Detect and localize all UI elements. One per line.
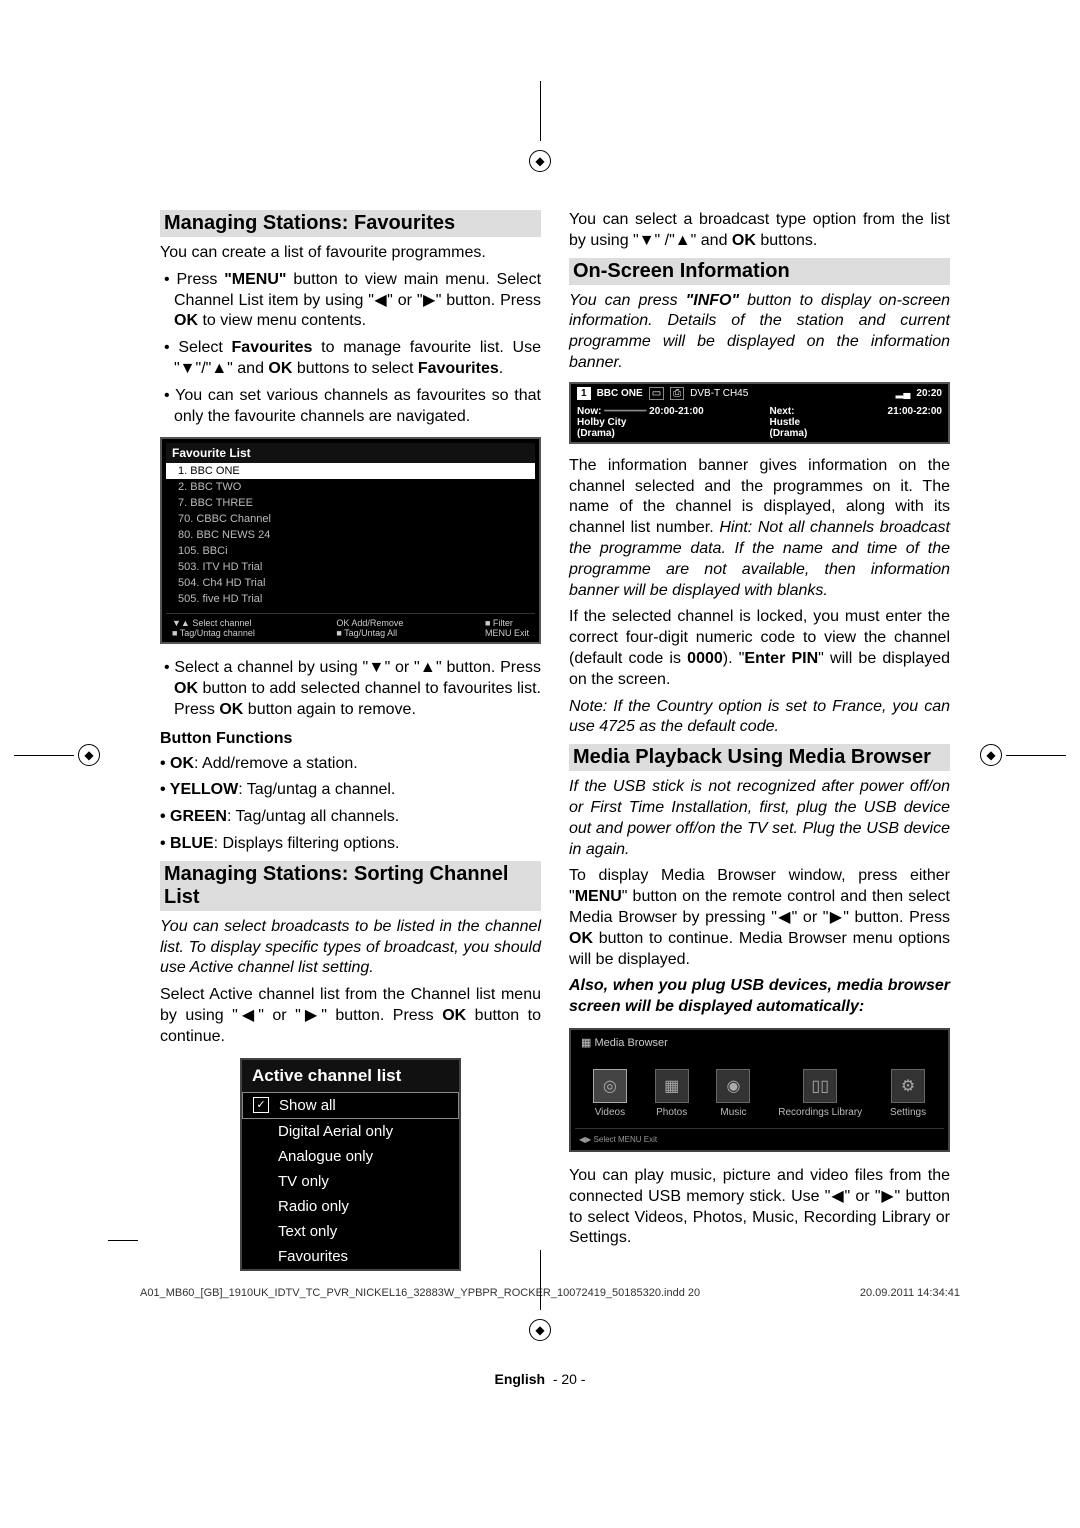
list-item: 1. BBC ONE (166, 463, 535, 479)
text: • OK: Add/remove a station. (160, 754, 541, 775)
page-content: Managing Stations: Favourites You can cr… (0, 0, 1080, 1351)
text: You can select a broadcast type option f… (569, 210, 950, 252)
fig-title: ▦ Media Browser (575, 1034, 944, 1051)
list-item: Analogue only (242, 1144, 459, 1169)
list-item: 7. BBC THREE (166, 495, 535, 511)
bullet: Press "MENU" button to view main menu. S… (160, 270, 541, 332)
media-item: ◉Music (716, 1069, 750, 1118)
text: • YELLOW: Tag/untag a channel. (160, 780, 541, 801)
list-item: 105. BBCi (166, 543, 535, 559)
text: You can select broadcasts to be listed i… (160, 917, 541, 979)
text: If the selected channel is locked, you m… (569, 607, 950, 690)
photo-icon: ▦ (655, 1069, 689, 1103)
list-item: 70. CBBC Channel (166, 511, 535, 527)
registration-mark-right (980, 744, 1002, 766)
list-item: Show all (242, 1092, 459, 1119)
list-item: Text only (242, 1219, 459, 1244)
banner-bottom: Now: ━━━━━━━ 20:00-21:00 Holby City (Dra… (571, 403, 948, 442)
list-item: 80. BBC NEWS 24 (166, 527, 535, 543)
media-item: ◎Videos (593, 1069, 627, 1118)
registration-mark-bottom (529, 1319, 551, 1341)
text: You can press "INFO" button to display o… (569, 291, 950, 374)
bullet: Select a channel by using "▼" or "▲" but… (160, 658, 541, 720)
bullet: You can set various channels as favourit… (160, 386, 541, 428)
text: The information banner gives information… (569, 456, 950, 602)
list-item: 505. five HD Trial (166, 591, 535, 607)
figure-media-browser: ▦ Media Browser ◎Videos ▦Photos ◉Music ▯… (569, 1028, 950, 1152)
heading-favourites: Managing Stations: Favourites (160, 210, 541, 237)
figure-favourite-list: Favourite List 1. BBC ONE 2. BBC TWO 7. … (160, 437, 541, 644)
figure-active-channel-list: Active channel list Show all Digital Aer… (240, 1058, 461, 1271)
media-item: ▯▯Recordings Library (778, 1069, 862, 1118)
music-icon: ◉ (716, 1069, 750, 1103)
fig-title: Active channel list (242, 1060, 459, 1092)
text: Also, when you plug USB devices, media b… (569, 976, 950, 1018)
list-item: 503. ITV HD Trial (166, 559, 535, 575)
list-item: TV only (242, 1169, 459, 1194)
registration-mark-left (78, 744, 100, 766)
text: • GREEN: Tag/untag all channels. (160, 807, 541, 828)
recordings-icon: ▯▯ (803, 1069, 837, 1103)
text: If the USB stick is not recognized after… (569, 777, 950, 860)
list-item: Favourites (242, 1244, 459, 1269)
video-icon: ◎ (593, 1069, 627, 1103)
print-footnote: A01_MB60_[GB]_1910UK_IDTV_TC_PVR_NICKEL1… (140, 1287, 960, 1299)
heading-onscreen: On-Screen Information (569, 258, 950, 285)
text: Select Active channel list from the Chan… (160, 985, 541, 1047)
figure-info-banner: 1 BBC ONE ▭ ⎙ DVB-T CH45 ▂▄ 20:20 Now: ━… (569, 382, 950, 444)
registration-mark-top (529, 150, 551, 172)
subheading: Button Functions (160, 729, 541, 750)
banner-top: 1 BBC ONE ▭ ⎙ DVB-T CH45 ▂▄ 20:20 (571, 384, 948, 403)
heading-sorting: Managing Stations: Sorting Channel List (160, 861, 541, 911)
list-item: Radio only (242, 1194, 459, 1219)
text: To display Media Browser window, press e… (569, 866, 950, 970)
fig-title: Favourite List (166, 443, 535, 463)
fig-footer: ◀▶ Select MENU Exit (575, 1128, 944, 1146)
media-item: ⚙Settings (890, 1069, 926, 1118)
list-item: 504. Ch4 HD Trial (166, 575, 535, 591)
bullet: Select Favourites to manage favourite li… (160, 338, 541, 380)
text: You can play music, picture and video fi… (569, 1166, 950, 1249)
note: Note: If the Country option is set to Fr… (569, 697, 950, 739)
list-item: Digital Aerial only (242, 1119, 459, 1144)
crop-mark (108, 1240, 138, 1241)
list-item: 2. BBC TWO (166, 479, 535, 495)
text: • BLUE: Displays filtering options. (160, 834, 541, 855)
settings-icon: ⚙ (891, 1069, 925, 1103)
text: You can create a list of favourite progr… (160, 243, 541, 264)
media-item: ▦Photos (655, 1069, 689, 1118)
fig-footer: ▼▲ Select channel■ Tag/Untag channel OK … (166, 613, 535, 638)
page-footer: English - 20 - (0, 1371, 1080, 1387)
heading-media: Media Playback Using Media Browser (569, 744, 950, 771)
